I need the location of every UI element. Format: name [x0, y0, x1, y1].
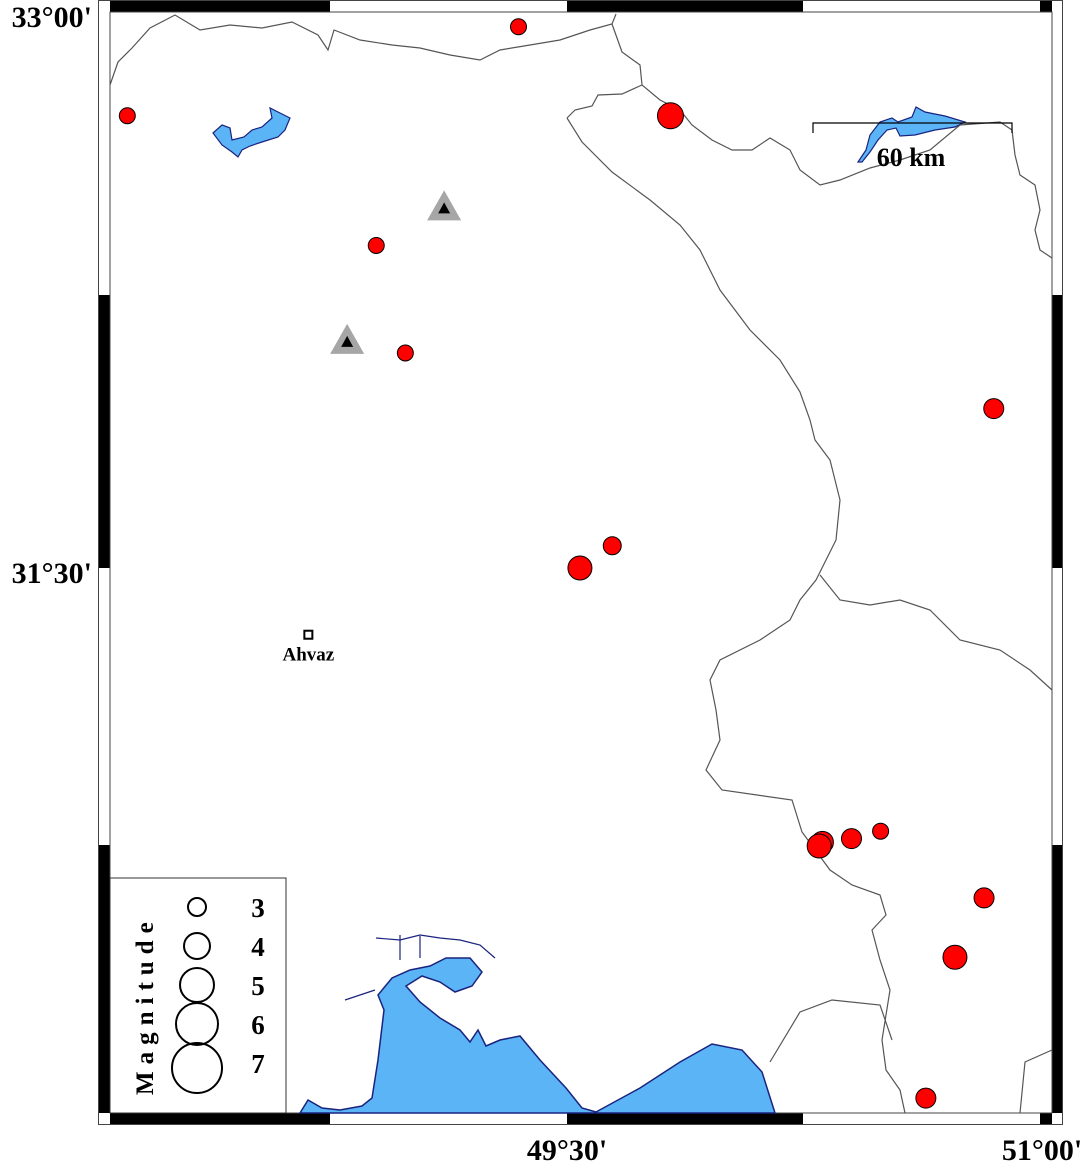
earthquake-marker: [983, 398, 1005, 420]
earthquake-marker: [806, 833, 832, 859]
scale-bar-label: 60 km: [877, 143, 946, 172]
legend-circle: [187, 897, 207, 917]
frame-bar-top: [330, 1, 567, 12]
legend-circle: [175, 1002, 219, 1046]
frame-bar-left: [99, 845, 110, 1113]
legend-circle: [171, 1042, 223, 1094]
city-marker-ahvaz: [303, 629, 314, 640]
lon-label-51-00: 51°00': [1002, 1134, 1081, 1163]
earthquake-marker: [841, 828, 863, 850]
reservoir-lake-west: [212, 106, 291, 158]
lat-label-31-30: 31°30': [12, 557, 92, 590]
scale-bar: 60 km: [812, 122, 1013, 172]
frame-bar-left: [99, 295, 110, 568]
frame-bar-top: [1040, 1, 1052, 12]
earthquake-marker: [367, 236, 385, 254]
frame-bar-bottom: [567, 1113, 803, 1124]
legend-label: 5: [251, 971, 265, 1001]
station-triangle-icon: [438, 202, 451, 214]
frame-bar-right: [1052, 845, 1062, 1113]
frame-bar-right: [1052, 12, 1062, 295]
earthquake-marker: [602, 536, 622, 556]
frame-bar-bottom: [1040, 1113, 1052, 1124]
frame-bar-bottom: [803, 1113, 1040, 1124]
border-east: [819, 574, 1053, 691]
city-label-ahvaz: Ahvaz: [282, 645, 334, 666]
frame-bar-right: [1052, 568, 1062, 845]
legend-label: 7: [251, 1049, 265, 1079]
stations-layer: [330, 190, 462, 354]
legend-label: 3: [251, 893, 265, 923]
magnitude-legend: Magnitude 3 4 5 6 7: [109, 877, 287, 1114]
earthquake-marker: [567, 555, 593, 581]
border-southeast: [769, 999, 1053, 1114]
legend-circle: [183, 932, 211, 960]
earthquake-marker: [656, 102, 684, 130]
marsh-channels: [344, 934, 496, 1001]
persian-gulf-water: [298, 957, 777, 1114]
earthquake-marker: [973, 887, 995, 909]
frame-bar-left: [99, 12, 110, 295]
legend-label: 6: [251, 1010, 265, 1040]
frame-bar-left: [99, 568, 110, 845]
lat-label-33-00: 33°00': [12, 1, 92, 34]
legend-title: Magnitude: [132, 915, 159, 1095]
frame-bar-right: [1052, 295, 1062, 568]
station-triangle-icon: [341, 335, 354, 347]
map-content: 60 km Ahvaz: [109, 13, 1053, 1114]
border-north: [109, 13, 617, 86]
frame-bar-bottom: [330, 1113, 567, 1124]
frame-bar-top: [803, 1, 1040, 12]
earthquake-marker: [510, 18, 528, 36]
frame-bar-top: [110, 1, 330, 12]
earthquake-marker: [872, 822, 890, 840]
earthquake-marker: [915, 1087, 937, 1109]
border-diagonal: [566, 117, 906, 1114]
earthquake-marker: [118, 107, 136, 125]
earthquakes-layer: [118, 18, 1005, 1109]
legend-label: 4: [251, 932, 265, 962]
border-spur: [566, 84, 643, 119]
earthquake-marker: [942, 944, 968, 970]
map-frame-bars: [99, 1, 1062, 1124]
frame-bar-top: [567, 1, 803, 12]
cities-layer: Ahvaz: [282, 629, 335, 666]
frame-bar-bottom: [110, 1113, 330, 1124]
province-borders: [109, 13, 1053, 1114]
lon-label-49-30: 49°30': [527, 1134, 607, 1163]
reservoir-lake-east: [856, 106, 967, 163]
earthquake-marker: [396, 344, 414, 362]
